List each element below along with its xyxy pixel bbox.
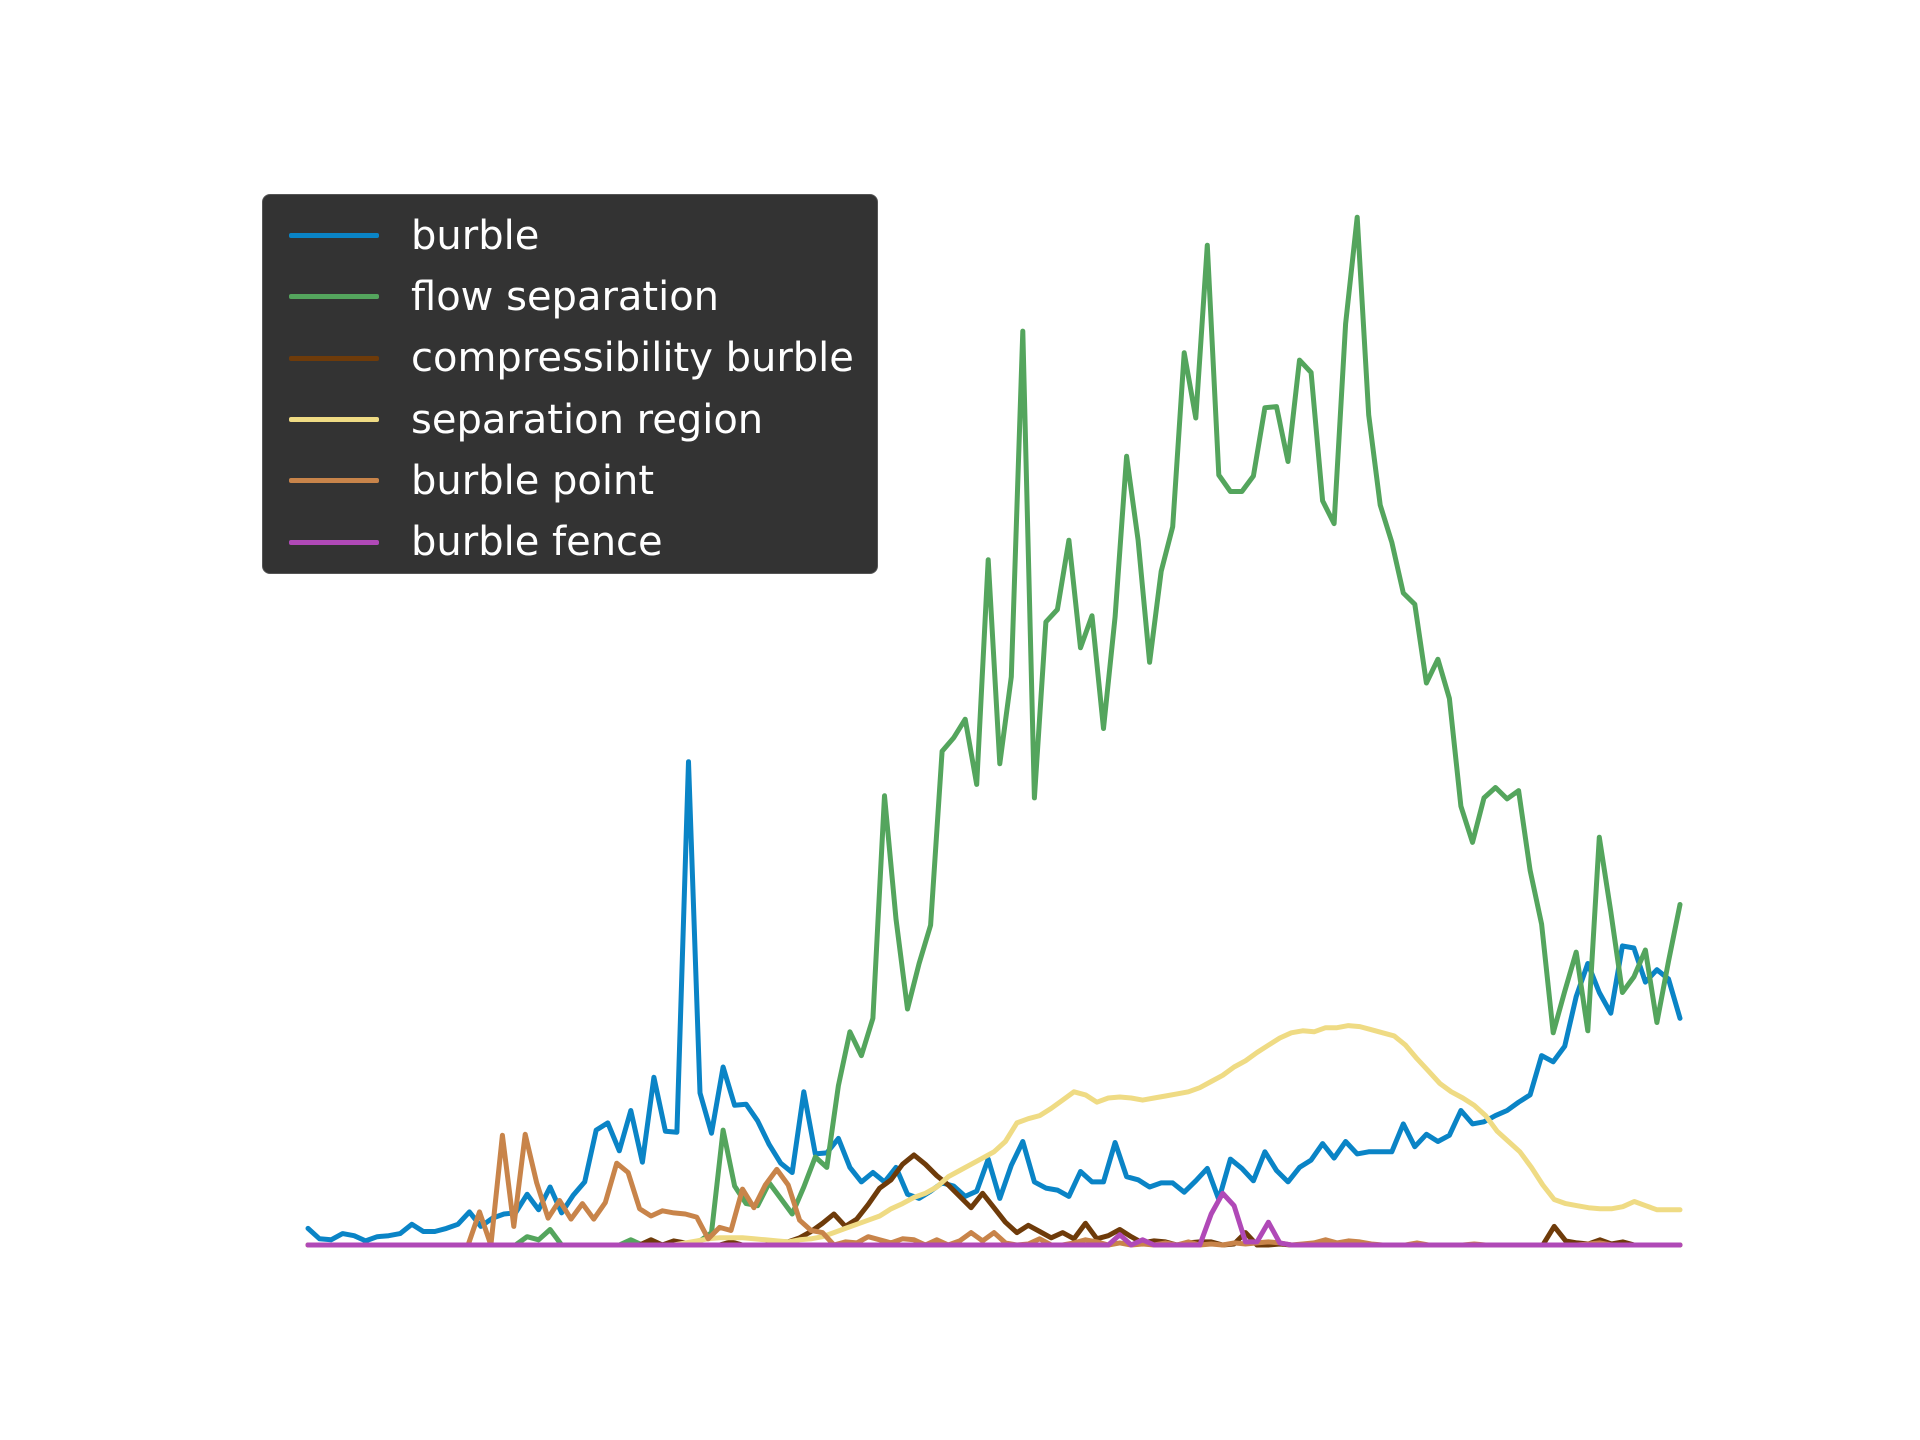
legend-swatch-burble	[289, 233, 379, 239]
legend-item-burble-fence: burble fence	[275, 511, 865, 572]
series-layer	[305, 214, 1683, 1248]
legend-label-burble: burble	[411, 212, 540, 259]
legend-swatch-burble-fence	[289, 539, 379, 545]
legend-label-burble-fence: burble fence	[411, 519, 663, 566]
series-line-burble	[305, 759, 1683, 1244]
legend-item-separation-region: separation region	[275, 389, 865, 450]
legend-label-compressibility-burble: compressibility burble	[411, 335, 854, 382]
legend-item-compressibility-burble: compressibility burble	[275, 328, 865, 389]
legend-label-flow-separation: flow separation	[411, 273, 720, 320]
legend-label-separation-region: separation region	[411, 396, 764, 443]
legend-item-flow-separation: flow separation	[275, 266, 865, 327]
series-line-burble-fence	[305, 1190, 1683, 1248]
legend-swatch-compressibility-burble	[289, 355, 379, 361]
legend-item-burble: burble	[275, 205, 865, 266]
legend-swatch-burble-point	[289, 478, 379, 484]
legend-item-burble-point: burble point	[275, 450, 865, 511]
legend-swatch-separation-region	[289, 417, 379, 423]
legend-swatch-flow-separation	[289, 294, 379, 300]
legend-label-burble-point: burble point	[411, 457, 655, 504]
series-line-flow-separation	[305, 214, 1683, 1248]
legend: burble flow separation compressibility b…	[262, 194, 878, 574]
